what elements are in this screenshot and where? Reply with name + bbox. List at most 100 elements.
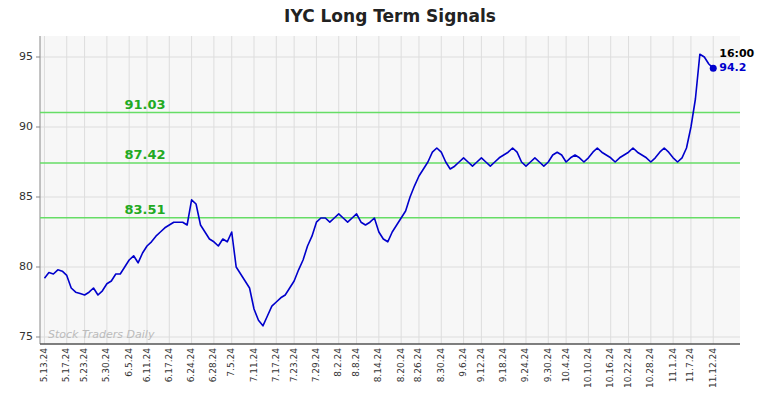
x-grid-line: [525, 36, 526, 344]
watermark: Stock Traders Daily: [48, 328, 155, 341]
x-tick-label: 5.30.24: [101, 348, 111, 383]
x-grid-line: [418, 36, 419, 344]
x-grid-line: [213, 36, 214, 344]
y-tick-label: 95: [19, 50, 33, 63]
x-tick-label: 8.30.24: [436, 348, 446, 383]
signal-line: [40, 162, 740, 164]
x-tick-label: 8.8.24: [351, 348, 361, 377]
x-grid-line: [356, 36, 357, 344]
x-grid-line: [106, 36, 107, 344]
signal-label: 87.42: [124, 147, 165, 162]
x-grid-line: [548, 36, 549, 344]
y-tick-label: 75: [19, 330, 33, 343]
x-grid-line: [66, 36, 67, 344]
signal-label: 91.03: [124, 97, 165, 112]
x-tick-label: 11.12.24: [708, 348, 718, 388]
end-time-label: 16:00: [719, 47, 754, 60]
end-point: [710, 65, 717, 72]
x-grid-line: [338, 36, 339, 344]
x-tick-label: 10.16.24: [605, 348, 615, 388]
y-axis-line: [40, 36, 41, 344]
x-grid-line: [463, 36, 464, 344]
grid: [40, 36, 740, 344]
x-tick-label: 8.2.24: [333, 348, 343, 377]
x-tick-label: 7.5.24: [226, 348, 236, 377]
x-tick-label: 9.12.24: [476, 348, 486, 383]
y-tick-label: 85: [19, 190, 33, 203]
x-grid-line: [628, 36, 629, 344]
y-grid-line: [40, 197, 740, 198]
y-grid-line: [40, 57, 740, 58]
x-tick-label: 11.1.24: [668, 348, 678, 383]
x-tick-label: 8.26.24: [413, 348, 423, 383]
y-grid-line: [40, 267, 740, 268]
x-tick-label: 9.24.24: [520, 348, 530, 383]
x-tick-label: 5.13.24: [39, 348, 49, 383]
signal-line: [40, 217, 740, 219]
x-grid-line: [316, 36, 317, 344]
x-grid-line: [401, 36, 402, 344]
x-grid-line: [713, 36, 714, 344]
x-grid-line: [84, 36, 85, 344]
y-tick-label: 90: [19, 120, 33, 133]
y-tick: [36, 267, 40, 268]
plot-background: [40, 36, 740, 344]
x-grid-line: [44, 36, 45, 344]
x-tick-label: 11.7.24: [685, 348, 695, 383]
x-grid-line: [481, 36, 482, 344]
x-tick-label: 6.11.24: [142, 348, 152, 383]
x-tick-label: 9.18.24: [498, 348, 508, 383]
x-axis-line: [40, 343, 740, 345]
x-grid-line: [673, 36, 674, 344]
x-grid-line: [169, 36, 170, 344]
x-tick-label: 8.14.24: [373, 348, 383, 383]
y-tick: [36, 127, 40, 128]
y-tick-label: 80: [19, 260, 33, 273]
x-tick-label: 7.11.24: [249, 348, 259, 383]
x-tick-label: 6.5.24: [124, 348, 134, 377]
price-line: [44, 54, 713, 326]
x-tick-label: 6.28.24: [208, 348, 218, 383]
x-grid-line: [147, 36, 148, 344]
x-tick-label: 7.17.24: [271, 348, 281, 383]
x-grid-line: [441, 36, 442, 344]
x-grid-line: [690, 36, 691, 344]
x-grid-line: [294, 36, 295, 344]
x-tick-label: 10.22.24: [623, 348, 633, 388]
x-grid-line: [610, 36, 611, 344]
signal-label: 83.51: [124, 202, 165, 217]
x-grid-line: [254, 36, 255, 344]
x-tick-label: 10.4.24: [561, 348, 571, 383]
y-grid-line: [40, 127, 740, 128]
y-tick: [36, 337, 40, 338]
x-tick-label: 6.24.24: [186, 348, 196, 383]
x-tick-label: 7.23.24: [289, 348, 299, 383]
x-grid-line: [650, 36, 651, 344]
x-grid-line: [191, 36, 192, 344]
y-tick: [36, 197, 40, 198]
x-tick-label: 10.28.24: [645, 348, 655, 388]
title: IYC Long Term Signals: [284, 6, 496, 26]
x-tick-label: 10.10.24: [583, 348, 593, 388]
x-tick-label: 8.20.24: [396, 348, 406, 383]
x-tick-label: 5.17.24: [61, 348, 71, 383]
x-grid-line: [588, 36, 589, 344]
x-axis: 5.13.24 5.17.24 5.23.24 5.30.24 6.5.24 6.11.2…: [39, 344, 740, 388]
x-tick-label: 7.29.24: [311, 348, 321, 383]
plot-area: [40, 54, 740, 326]
signal-line: [40, 112, 740, 114]
x-grid-line: [231, 36, 232, 344]
chart: 75 80 85 90 95 5.13.24 5.17.24 5.23.24 5.30.24 6.…: [0, 0, 784, 398]
x-grid-line: [566, 36, 567, 344]
x-tick-label: 5.23.24: [79, 348, 89, 383]
x-grid-line: [276, 36, 277, 344]
y-axis: 75 80 85 90 95: [19, 36, 40, 344]
x-grid-line: [503, 36, 504, 344]
end-value-label: 94.2: [719, 61, 746, 74]
x-grid-line: [129, 36, 130, 344]
x-grid-line: [378, 36, 379, 344]
y-tick: [36, 57, 40, 58]
x-tick-label: 6.17.24: [164, 348, 174, 383]
x-tick-label: 9.30.24: [543, 348, 553, 383]
x-tick-label: 9.6.24: [458, 348, 468, 377]
